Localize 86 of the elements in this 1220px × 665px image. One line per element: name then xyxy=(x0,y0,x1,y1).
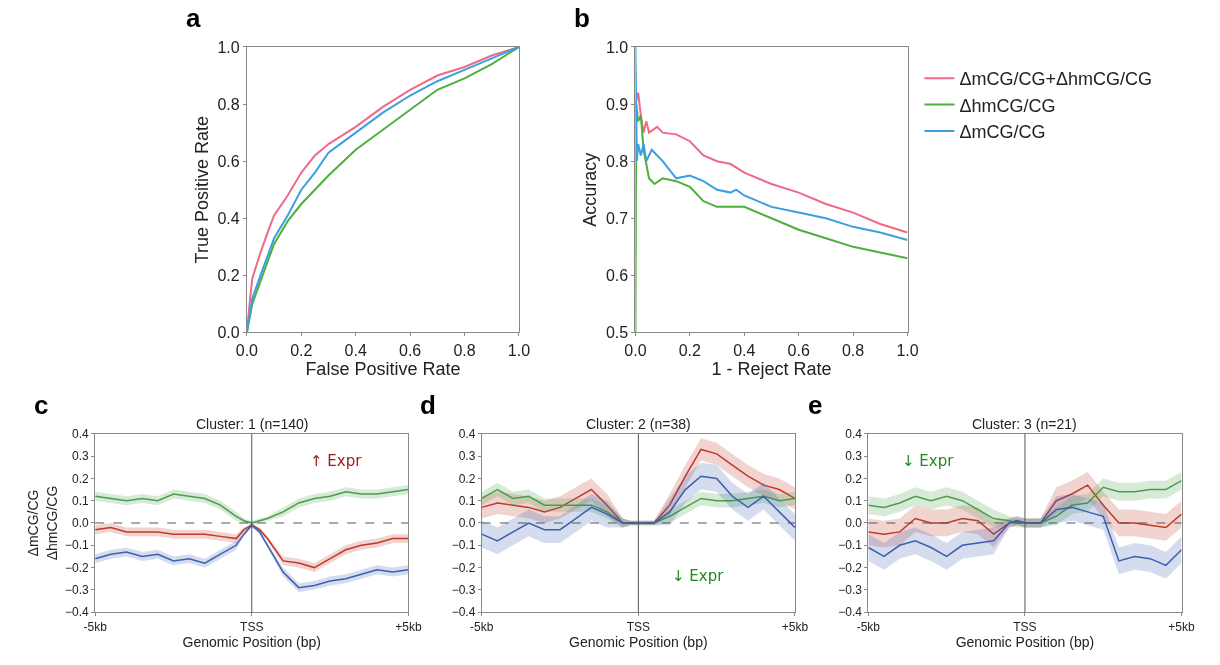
x-axis-title: Genomic Position (bp) xyxy=(955,633,1095,650)
y-tick-label: −0.2 xyxy=(451,560,476,575)
y-tick-label: 0.0 xyxy=(458,516,476,531)
y-tick-label: −0.3 xyxy=(451,583,476,598)
y-tick-label: 1.0 xyxy=(217,38,240,56)
legend-label: ΔhmCG/CG xyxy=(959,95,1056,116)
chart-title: Cluster: 1 (n=140) xyxy=(196,416,309,432)
text: d xyxy=(420,390,436,420)
line-series xyxy=(481,475,795,542)
y-tick-label: 0.6 xyxy=(217,152,240,170)
x-tick-label: 0.0 xyxy=(235,341,259,359)
line-series xyxy=(868,479,1182,524)
legend-label: ΔmCG/CG+ΔhmCG/CG xyxy=(959,69,1152,90)
text: c xyxy=(34,390,49,420)
legend-label: ΔmCG/CG xyxy=(959,121,1046,142)
y-tick-label: 0.1 xyxy=(458,493,476,508)
y-tick-label: 0.2 xyxy=(845,471,863,486)
x-tick-label: 0.2 xyxy=(290,341,313,359)
x-tick-label: +5kb xyxy=(395,619,422,634)
y-tick-label: 0.4 xyxy=(458,427,476,442)
x-tick-label: -5kb xyxy=(470,619,494,634)
y-tick-label: 0.2 xyxy=(458,471,476,486)
x-tick-label: -5kb xyxy=(856,619,881,634)
y-tick-label: 0.5 xyxy=(605,324,629,342)
y-tick-label: −0.1 xyxy=(65,538,90,553)
annotation: ↑ Expr xyxy=(310,452,363,470)
y-tick-label: 0.3 xyxy=(72,449,90,464)
y-tick-label: 0.9 xyxy=(605,95,629,113)
x-tick-label: TSS xyxy=(240,619,264,634)
y-tick-label: 0.1 xyxy=(845,493,863,508)
x-tick-label: +5kb xyxy=(781,619,809,634)
chart-title: Cluster: 2 (n=38) xyxy=(586,416,691,432)
y-tick-label: 0.2 xyxy=(72,471,90,486)
text: e xyxy=(808,390,823,420)
y-tick-label: 0.0 xyxy=(72,516,90,531)
y-axis-title: True Positive Rate xyxy=(191,116,212,264)
y-tick-label: 0.4 xyxy=(217,209,240,227)
text: b xyxy=(574,3,590,33)
y-tick-label: −0.3 xyxy=(838,583,863,598)
x-tick-label: 0.2 xyxy=(678,341,702,359)
y-tick-label: 0.7 xyxy=(605,209,629,227)
annotation: ↓ Expr xyxy=(672,567,725,585)
y-tick-label: 0.4 xyxy=(72,427,90,442)
annotation: ↓ Expr xyxy=(902,452,955,470)
x-tick-label: TSS xyxy=(626,619,651,634)
y-axis-title: ΔmCG/CG ΔhmCG/CG xyxy=(25,485,60,561)
y-tick-label: 0.0 xyxy=(845,516,863,531)
y-tick-label: 0.2 xyxy=(217,266,240,284)
y-tick-label: 0.3 xyxy=(458,449,476,464)
x-tick-label: +5kb xyxy=(1168,619,1196,634)
text: a xyxy=(186,3,201,33)
y-tick-label: 0.4 xyxy=(845,427,863,442)
y-tick-label: −0.1 xyxy=(838,538,863,553)
line-series xyxy=(481,448,795,524)
y-tick-label: −0.2 xyxy=(838,560,863,575)
y-tick-label: −0.4 xyxy=(65,605,90,620)
x-tick-label: 0.6 xyxy=(787,341,810,359)
y-tick-label: 0.1 xyxy=(72,493,90,508)
y-tick-label: −0.3 xyxy=(65,583,90,598)
y-tick-label: 0.8 xyxy=(605,152,629,170)
x-tick-label: 0.4 xyxy=(344,341,367,359)
line-series xyxy=(246,46,519,333)
line-series xyxy=(635,91,908,234)
chart-title: Cluster: 3 (n=21) xyxy=(972,416,1077,432)
x-axis-title: Genomic Position (bp) xyxy=(182,633,322,650)
x-axis-title: False Positive Rate xyxy=(305,358,461,379)
x-tick-label: 0.0 xyxy=(624,341,647,359)
line-series xyxy=(868,506,1182,567)
y-tick-label: 0.6 xyxy=(605,266,629,284)
x-tick-label: -5kb xyxy=(83,619,108,634)
y-tick-label: 0.8 xyxy=(217,95,240,113)
x-tick-label: 0.4 xyxy=(733,341,756,359)
y-tick-label: 0.3 xyxy=(845,449,863,464)
y-tick-label: −0.2 xyxy=(65,560,90,575)
x-axis-title: 1 - Reject Rate xyxy=(711,358,832,379)
x-tick-label: 1.0 xyxy=(507,341,531,359)
y-axis-title: Accuracy xyxy=(580,152,601,227)
x-tick-label: 0.6 xyxy=(399,341,422,359)
x-tick-label: 1.0 xyxy=(896,341,919,359)
x-axis-title: Genomic Position (bp) xyxy=(569,633,708,650)
x-tick-label: TSS xyxy=(1013,619,1037,634)
y-tick-label: 0.0 xyxy=(217,324,240,342)
y-tick-label: −0.4 xyxy=(451,605,476,620)
y-tick-label: −0.4 xyxy=(838,605,863,620)
y-tick-label: 1.0 xyxy=(605,38,629,56)
y-tick-label: −0.1 xyxy=(451,538,476,553)
